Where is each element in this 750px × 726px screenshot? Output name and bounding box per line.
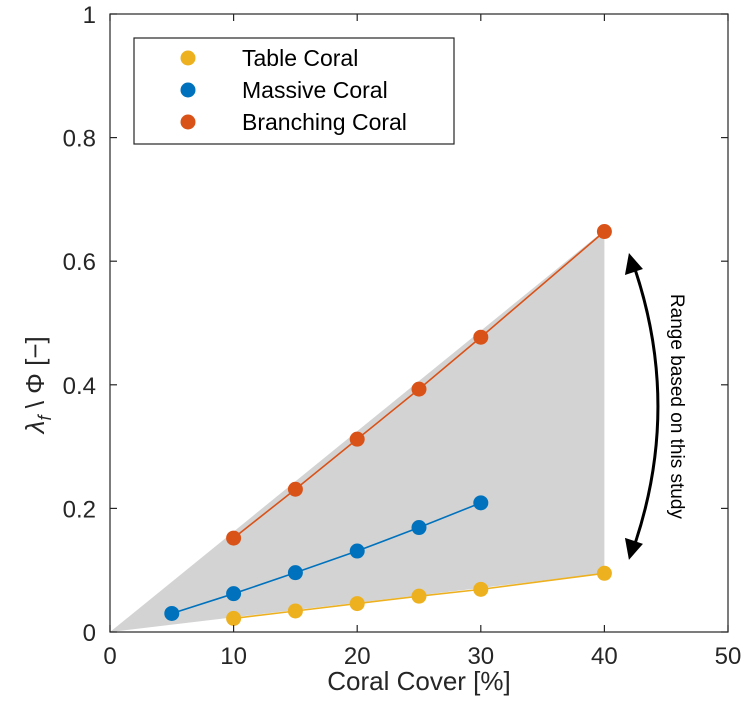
data-point-branching-coral: [411, 381, 427, 397]
x-tick-label: 20: [344, 643, 371, 670]
legend: Table Coral Massive Coral Branching Coral: [133, 37, 455, 145]
annotation: Range based on this study: [624, 253, 687, 560]
y-tick-label: 0.2: [63, 496, 96, 523]
series-line-massive-coral: [171, 502, 482, 615]
data-point-massive-coral: [226, 586, 242, 602]
y-tick-label: 0.4: [63, 373, 96, 400]
data-point-table-coral: [473, 581, 489, 597]
data-point-table-coral: [411, 588, 427, 604]
legend-marker-table-coral: [180, 50, 196, 66]
data-point-massive-coral: [349, 543, 365, 559]
y-axis-label-lambda: λ: [20, 421, 50, 436]
range-arrow-head-bottom: [624, 537, 643, 560]
y-tick-label: 0.8: [63, 126, 96, 153]
x-tick-label: 50: [715, 643, 742, 670]
data-point-branching-coral: [287, 481, 303, 497]
y-axis-label-rest: \ Φ [−]: [20, 336, 50, 415]
data-point-table-coral: [226, 610, 242, 626]
series-layer: [164, 224, 612, 626]
shaded-range-region: [110, 230, 605, 633]
tick-labels: 0 10 20 30 40 50 0 0.2 0.4 0.6 0.8 1: [63, 2, 742, 670]
x-tick-label: 40: [591, 643, 618, 670]
data-point-branching-coral: [226, 530, 242, 546]
x-axis-label: Coral Cover [%]: [327, 666, 511, 696]
y-tick-label: 0: [83, 620, 96, 647]
data-point-massive-coral: [164, 605, 180, 621]
data-point-table-coral: [596, 565, 612, 581]
y-tick-label: 0.6: [63, 249, 96, 276]
legend-marker-massive-coral: [180, 82, 196, 98]
data-point-branching-coral: [349, 431, 365, 447]
data-point-table-coral: [287, 603, 303, 619]
legend-label-table-coral: Table Coral: [242, 45, 358, 71]
x-tick-label: 0: [103, 643, 116, 670]
series-line-branching-coral: [233, 230, 605, 539]
data-point-massive-coral: [287, 565, 303, 581]
legend-label-massive-coral: Massive Coral: [242, 77, 388, 103]
data-point-branching-coral: [473, 329, 489, 345]
data-point-branching-coral: [596, 224, 612, 240]
y-axis-label: λf \ Φ [−]: [20, 336, 55, 435]
axes: [109, 13, 729, 633]
legend-marker-branching-coral: [180, 114, 196, 130]
plot-frame: [109, 13, 729, 633]
y-tick-label: 1: [83, 2, 96, 29]
range-arrow: [633, 268, 660, 545]
data-point-massive-coral: [411, 520, 427, 536]
data-point-table-coral: [349, 596, 365, 612]
x-tick-label: 10: [220, 643, 247, 670]
data-point-massive-coral: [473, 495, 489, 511]
legend-label-branching-coral: Branching Coral: [242, 109, 407, 135]
range-arrow-head-top: [624, 253, 643, 276]
range-annotation-text: Range based on this study: [666, 294, 687, 519]
x-tick-label: 30: [467, 643, 494, 670]
shaded-range-polygon: [110, 230, 605, 633]
series-line-table-coral: [233, 572, 605, 620]
y-axis-label-subscript: f: [35, 414, 55, 421]
